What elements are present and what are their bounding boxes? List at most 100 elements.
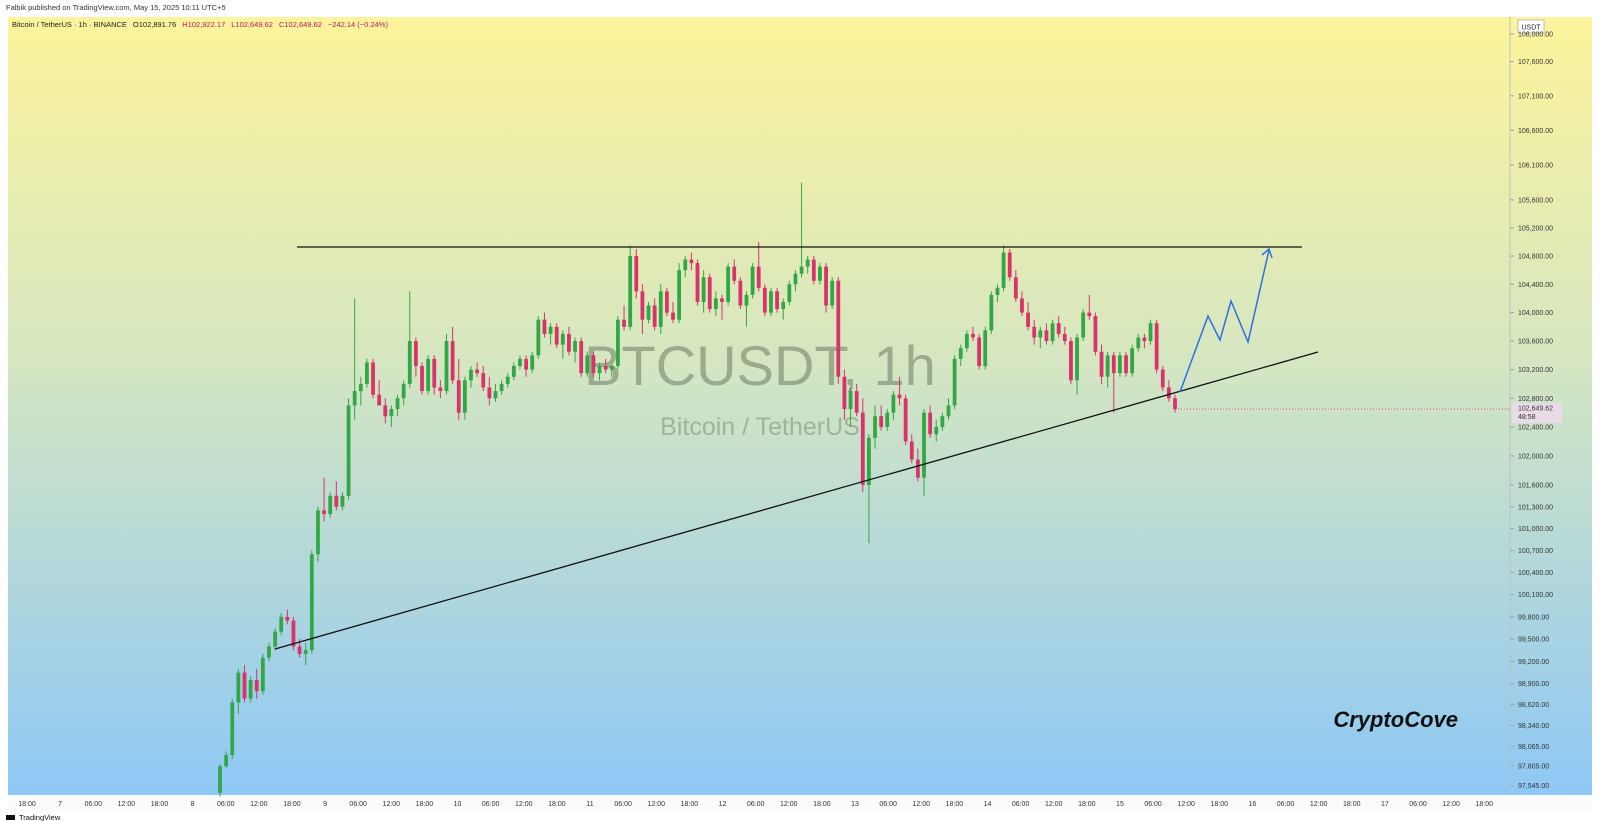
- candle-body: [389, 409, 394, 417]
- candle-body: [1160, 369, 1165, 388]
- x-tick-label: 9: [323, 801, 327, 808]
- candle-body: [358, 383, 363, 392]
- x-tick-label: 18:00: [151, 801, 169, 808]
- candle-body: [426, 358, 431, 392]
- candle-body: [273, 631, 277, 647]
- candle-body: [1173, 398, 1177, 410]
- currency-box[interactable]: [1517, 19, 1545, 34]
- candle-body: [689, 259, 694, 264]
- y-tick-label: 104,000.00: [1518, 310, 1553, 317]
- x-tick-label: 13: [851, 801, 859, 808]
- y-tick-label: 107,600.00: [1518, 59, 1553, 66]
- y-tick-label: 107,100.00: [1518, 93, 1553, 100]
- x-tick-label: 16: [1249, 801, 1257, 808]
- candle-body: [720, 298, 724, 302]
- candle-body: [1032, 326, 1037, 338]
- x-tick-label: 06:00: [747, 801, 765, 808]
- x-tick-label: 17: [1381, 801, 1389, 808]
- candle-body: [732, 266, 737, 281]
- last-price-box: [1512, 403, 1562, 424]
- ohlc-value: −242.14 (−0.24%): [328, 20, 389, 29]
- candle-body: [597, 366, 602, 374]
- y-tick-label: 99,200.00: [1518, 659, 1549, 666]
- x-tick-label: 10: [454, 801, 462, 808]
- candle-body: [818, 266, 822, 281]
- candle-body: [579, 341, 584, 374]
- candle-body: [536, 319, 541, 356]
- candle-body: [1062, 333, 1067, 342]
- candle-body: [224, 754, 229, 767]
- x-tick-label: 18:00: [946, 801, 964, 808]
- candle-body: [432, 358, 437, 388]
- y-tick-label: 98,620.00: [1518, 702, 1549, 709]
- candle-body: [909, 441, 914, 460]
- y-tick-label: 99,500.00: [1518, 637, 1549, 644]
- candle-body: [677, 270, 682, 320]
- candle-body: [793, 273, 798, 285]
- candle-body: [769, 291, 773, 313]
- candle-body: [1142, 337, 1147, 342]
- candle-body: [499, 383, 504, 392]
- y-tick-label: 101,600.00: [1518, 482, 1553, 489]
- plot-bg: [8, 17, 1510, 795]
- candle-body: [1081, 312, 1086, 338]
- candle-body: [848, 391, 853, 410]
- candle-body: [450, 341, 455, 381]
- y-tick-label: 102,000.00: [1518, 453, 1553, 460]
- candle-body: [1020, 298, 1024, 313]
- x-tick-label: 12:00: [515, 801, 533, 808]
- x-tick-label: 15: [1116, 801, 1124, 808]
- ohlc-value: L102,649.62: [231, 20, 273, 29]
- candle-body: [762, 287, 767, 313]
- candle-body: [279, 616, 284, 632]
- y-tick-label: 101,000.00: [1518, 526, 1553, 533]
- y-tick-label: 108,000.00: [1518, 32, 1553, 39]
- y-tick-label: 103,600.00: [1518, 339, 1553, 346]
- candle-body: [628, 256, 633, 327]
- candle-body: [438, 387, 443, 392]
- candle-body: [462, 380, 467, 413]
- candle-body: [352, 391, 357, 406]
- symbol-legend: Bitcoin / TetherUS · 1h · BINANCE O102,89…: [12, 20, 388, 29]
- candle-body: [1105, 355, 1110, 377]
- candle-body: [401, 383, 406, 399]
- candle-body: [830, 280, 835, 306]
- candle-body: [1136, 337, 1141, 349]
- candle-body: [983, 330, 988, 367]
- candle-body: [958, 348, 963, 359]
- candle-body: [340, 495, 345, 507]
- candle-body: [322, 510, 326, 515]
- candle-body: [683, 259, 688, 271]
- symbol: Bitcoin / TetherUS · 1h · BINANCE: [12, 20, 127, 29]
- x-tick-label: 06:00: [879, 801, 897, 808]
- candle-body: [1148, 323, 1153, 342]
- candle-body: [218, 766, 222, 793]
- candle-body: [940, 416, 945, 428]
- x-tick-label: 18:00: [548, 801, 566, 808]
- candle-body: [738, 280, 743, 306]
- candle-body: [267, 646, 271, 658]
- candle-body: [977, 337, 982, 367]
- candle-body: [309, 554, 314, 651]
- candle-body: [867, 437, 871, 485]
- candle-body: [1001, 252, 1006, 288]
- footer-bg: [0, 812, 1600, 821]
- ohlc-value: H102,922.17: [182, 20, 225, 29]
- x-tick-label: 12:00: [1310, 801, 1328, 808]
- candle-body: [854, 391, 859, 413]
- x-tick-label: 06:00: [84, 801, 102, 808]
- candle-body: [573, 341, 577, 352]
- x-tick-label: 18:00: [1211, 801, 1229, 808]
- candles: [218, 182, 1177, 797]
- publish-info: Falbik published on TradingView.com, May…: [6, 3, 226, 12]
- candle-body: [377, 394, 382, 406]
- candle-body: [756, 266, 761, 288]
- footer-brand: TradingView: [19, 813, 61, 821]
- candle-body: [511, 366, 516, 377]
- x-tick-label: 06:00: [1144, 801, 1162, 808]
- candle-body: [922, 412, 926, 478]
- candle-body: [334, 495, 339, 507]
- currency[interactable]: USDT: [1521, 25, 1541, 32]
- candle-body: [481, 373, 486, 388]
- x-tick-label: 14: [984, 801, 992, 808]
